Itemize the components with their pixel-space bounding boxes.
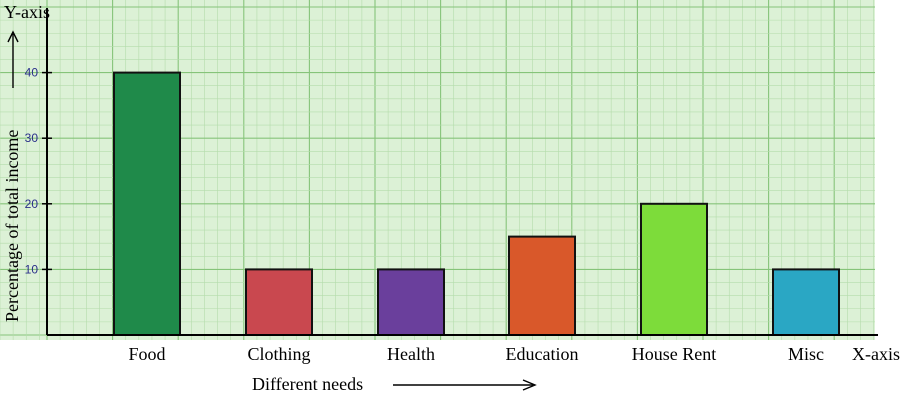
x-axis-label-arrow [393, 379, 537, 391]
bar-misc [772, 268, 840, 336]
y-axis-label-arrow [7, 30, 19, 88]
bar-education [508, 235, 576, 337]
x-tick-label: Health [387, 344, 435, 364]
x-axis-name: X-axis [852, 344, 900, 364]
y-tick-label: 10 [25, 262, 39, 276]
bar-food [113, 71, 181, 336]
x-tick-labels-group: Food Clothing Health Education House Rent Mis… [128, 344, 824, 364]
x-tick-label: House Rent [632, 344, 717, 364]
y-tick-label: 40 [25, 66, 39, 80]
y-axis-name: Y-axis [4, 2, 50, 22]
y-axis-label: Percentage of total income [2, 130, 22, 322]
bar-health [377, 268, 445, 336]
y-tick-label: 20 [25, 197, 39, 211]
bar-clothing [245, 268, 313, 336]
x-tick-label: Misc [788, 344, 824, 364]
x-tick-label: Food [128, 344, 165, 364]
x-tick-label: Clothing [247, 344, 310, 364]
bars-group [113, 71, 840, 337]
y-ticks-group: 10 20 30 40 [25, 66, 52, 276]
x-axis-label: Different needs [252, 374, 363, 394]
bar-house-rent [640, 202, 708, 336]
y-tick-label: 30 [25, 131, 39, 145]
x-tick-label: Education [506, 344, 579, 364]
